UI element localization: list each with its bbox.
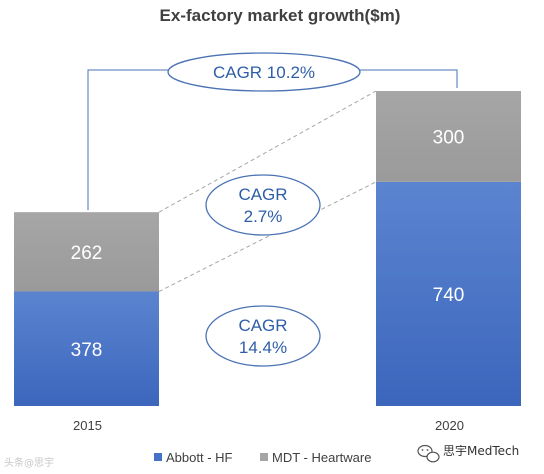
legend-swatch-abbott <box>154 453 162 461</box>
bars-group: 378 262 740 300 <box>14 91 521 406</box>
legend-label-abbott: Abbott - HF <box>166 450 233 465</box>
data-label-abbott-2015: 378 <box>71 340 103 361</box>
legend: Abbott - HF MDT - Heartware <box>154 450 371 465</box>
cagr-text-mdt-0: CAGR <box>238 185 287 204</box>
bar-abbott-2020 <box>376 181 521 406</box>
data-label-abbott-2020: 740 <box>433 285 465 306</box>
cagr-annotations: CAGR 10.2% CAGR 2.7% CAGR 14.4% <box>167 52 361 367</box>
cagr-text-abbott-1: 14.4% <box>239 338 287 357</box>
cagr-text-mdt-1: 2.7% <box>244 207 283 226</box>
cagr-text-abbott-0: CAGR <box>238 316 287 335</box>
legend-swatch-mdt <box>260 453 268 461</box>
connector-abbott-top <box>158 181 377 292</box>
legend-label-mdt: MDT - Heartware <box>272 450 371 465</box>
x-tick-label-2015: 2015 <box>73 418 102 433</box>
x-tick-label-2020: 2020 <box>435 418 464 433</box>
x-axis-ticks: 2015 2020 <box>73 418 464 433</box>
watermark-right-text: 思宇MedTech <box>443 444 519 458</box>
chart-title: Ex-factory market growth($m) <box>160 6 401 25</box>
bar-mdt-2020 <box>376 91 521 182</box>
wechat-icon <box>417 444 440 463</box>
data-label-mdt-2015: 262 <box>71 243 103 264</box>
watermark-right: 思宇MedTech <box>417 444 519 463</box>
cagr-annotation-abbott: CAGR 14.4% <box>205 305 321 367</box>
bar-abbott-2015 <box>14 291 159 406</box>
data-label-mdt-2020: 300 <box>433 127 465 148</box>
cagr-text-total-0: CAGR 10.2% <box>213 63 315 82</box>
watermark-left: 头条@思宇 <box>4 456 54 469</box>
bar-mdt-2015 <box>14 212 159 292</box>
cagr-annotation-total: CAGR 10.2% <box>167 52 361 92</box>
cagr-annotation-mdt: CAGR 2.7% <box>205 174 321 236</box>
